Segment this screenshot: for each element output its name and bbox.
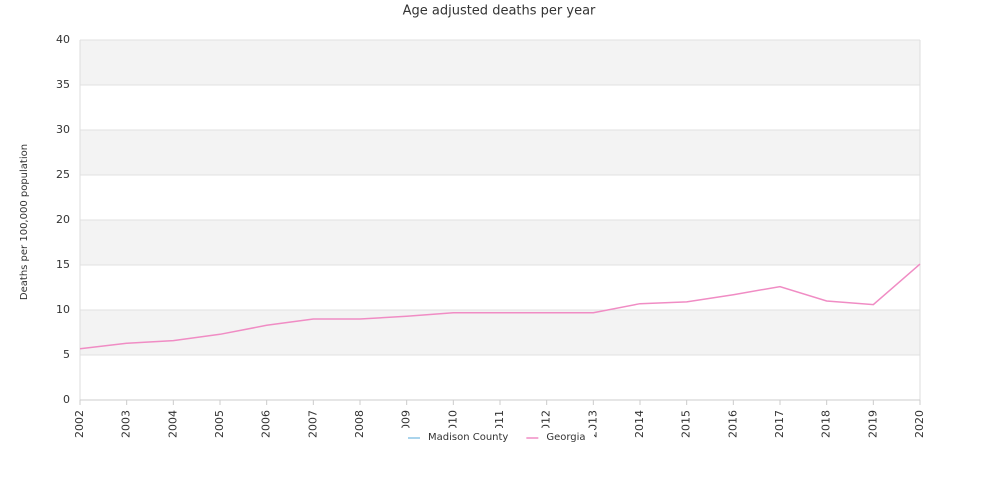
y-axis-label: Deaths per 100,000 population <box>19 144 30 300</box>
y-tick-label: 35 <box>56 78 70 91</box>
legend-background <box>398 428 594 446</box>
x-tick-label: 2017 <box>773 410 786 438</box>
y-tick-label: 25 <box>56 168 70 181</box>
x-tick-label: 2004 <box>166 410 179 438</box>
y-tick-label: 15 <box>56 258 70 271</box>
series-line <box>79 263 921 350</box>
x-tick-label: 2003 <box>120 410 133 438</box>
x-tick-label: 2018 <box>820 410 833 438</box>
y-tick-label: 10 <box>56 303 70 316</box>
x-tick-label: 2002 <box>73 410 86 438</box>
legend: Madison County Georgia <box>398 428 594 446</box>
y-tick-label: 0 <box>63 393 70 406</box>
y-tick-label: 30 <box>56 123 70 136</box>
x-tick-label: 2014 <box>633 410 646 438</box>
grid-band <box>80 40 920 85</box>
y-tick-label: 5 <box>63 348 70 361</box>
x-tick-label: 2020 <box>913 410 926 438</box>
legend-label: Madison County <box>428 432 508 443</box>
grid-band <box>80 220 920 265</box>
x-tick-label: 2007 <box>306 410 319 438</box>
x-tick-label: 2019 <box>866 410 879 438</box>
x-tick-label: 2008 <box>353 410 366 438</box>
x-tick-label: 2016 <box>726 410 739 438</box>
y-tick-label: 40 <box>56 33 70 46</box>
x-tick-label: 2015 <box>680 410 693 438</box>
grid-band <box>80 130 920 175</box>
x-tick-label: 2005 <box>213 410 226 438</box>
y-tick-label: 20 <box>56 213 70 226</box>
legend-label: Georgia <box>546 432 585 443</box>
chart-title: Age adjusted deaths per year <box>403 4 596 19</box>
grid-band <box>80 310 920 355</box>
x-tick-label: 2006 <box>260 410 273 438</box>
